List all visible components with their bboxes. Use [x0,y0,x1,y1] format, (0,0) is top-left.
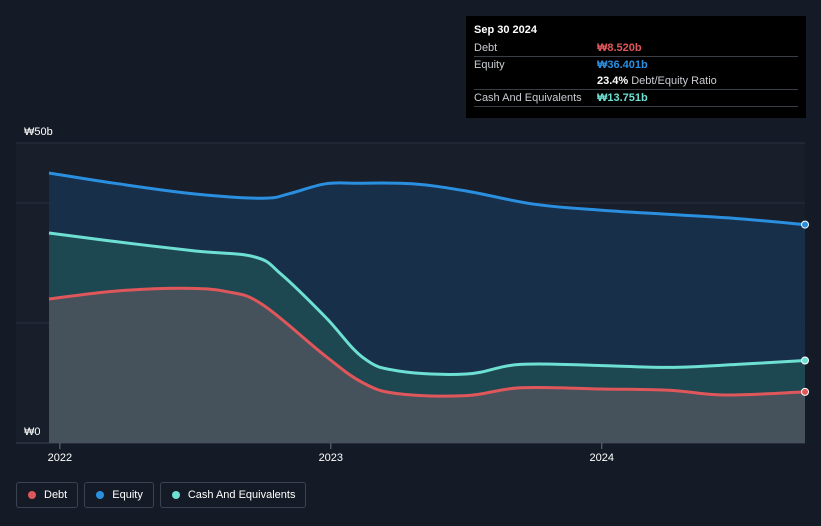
debt-end-marker[interactable] [801,387,809,396]
tooltip-equity-value: ₩36.401b [597,59,648,71]
x-tick-label: 2024 [590,452,614,464]
debt-dot-icon [28,491,36,499]
cash-end-marker[interactable] [801,356,809,365]
tooltip-row-equity: Equity ₩36.401b [474,56,798,73]
x-tick-label: 2023 [319,452,343,464]
tooltip-date: Sep 30 2024 [474,24,537,36]
equity-end-marker[interactable] [801,220,809,229]
x-tick-label: 2022 [48,452,72,464]
legend-item-equity[interactable]: Equity [84,482,154,508]
y-tick-label-zero: ₩0 [24,426,41,438]
y-tick-label-max: ₩50b [24,126,53,138]
tooltip-ratio-label: Debt/Equity Ratio [631,75,717,87]
tooltip-debt-label: Debt [474,42,498,54]
legend-item-debt[interactable]: Debt [16,482,79,508]
tooltip-row-ratio: 23.4% Debt/Equity Ratio [474,73,798,89]
tooltip-row-cash: Cash And Equivalents ₩13.751b [474,89,798,107]
chart-legend: Debt Equity Cash And Equivalents [16,482,307,508]
tooltip-row-debt: Debt ₩8.520b [474,40,798,56]
tooltip-ratio-value: 23.4% [597,75,629,87]
tooltip-debt-value: ₩8.520b [597,42,642,54]
legend-equity-label: Equity [112,489,143,501]
x-axis: 2022 2023 2024 [48,443,614,464]
tooltip-cash-label: Cash And Equivalents [474,92,582,104]
legend-item-cash[interactable]: Cash And Equivalents [159,482,307,508]
equity-line [48,171,806,227]
legend-cash-label: Cash And Equivalents [187,489,296,501]
cash-dot-icon [171,491,180,499]
debt-line [48,286,806,398]
legend-debt-label: Debt [44,489,68,501]
cash-line [48,231,806,376]
debt-area [49,288,805,443]
tooltip-cash-value: ₩13.751b [597,92,648,104]
tooltip-panel: Sep 30 2024 Debt ₩8.520b Equity ₩36.401b… [466,16,806,118]
tooltip-equity-label: Equity [474,59,505,71]
equity-dot-icon [96,491,105,499]
